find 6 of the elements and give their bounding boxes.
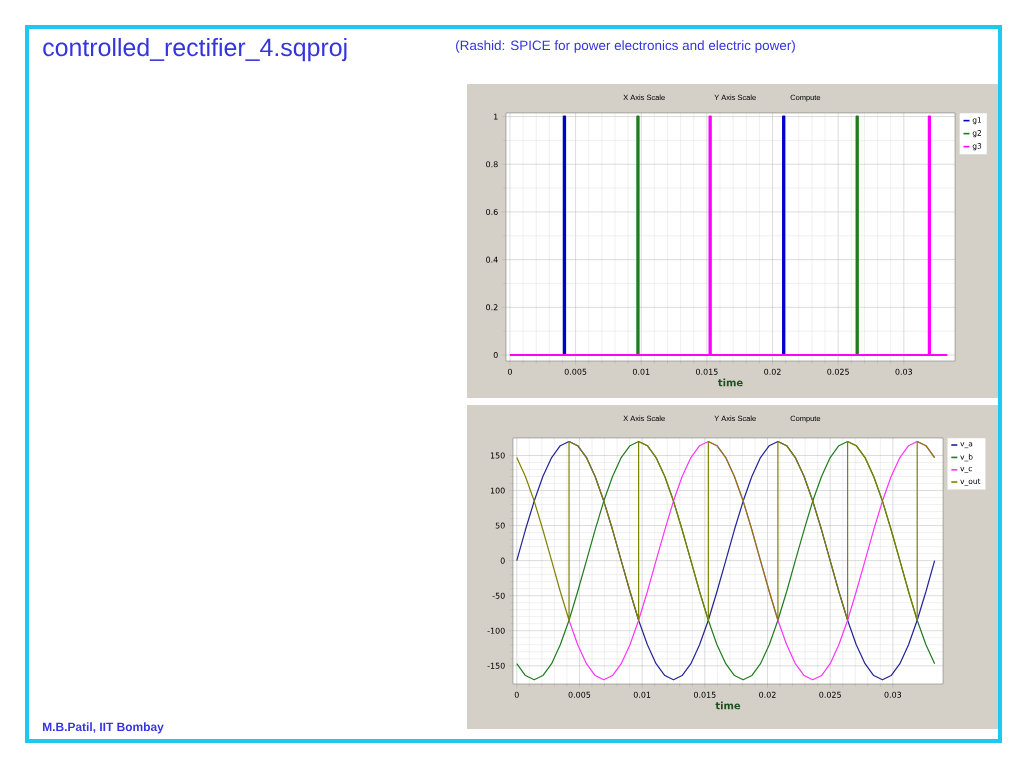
x-axis-title: time: [715, 701, 741, 710]
x-axis-title: time: [717, 378, 743, 387]
chart-subtitle: (Rashid: SPICE for power electronics and electric power): [456, 40, 795, 53]
text: M.B.Patil, IIT Bombay: [43, 722, 164, 734]
text: controlled_rectifier_4.sqproj: [43, 37, 347, 62]
line-series: [516, 440, 936, 621]
